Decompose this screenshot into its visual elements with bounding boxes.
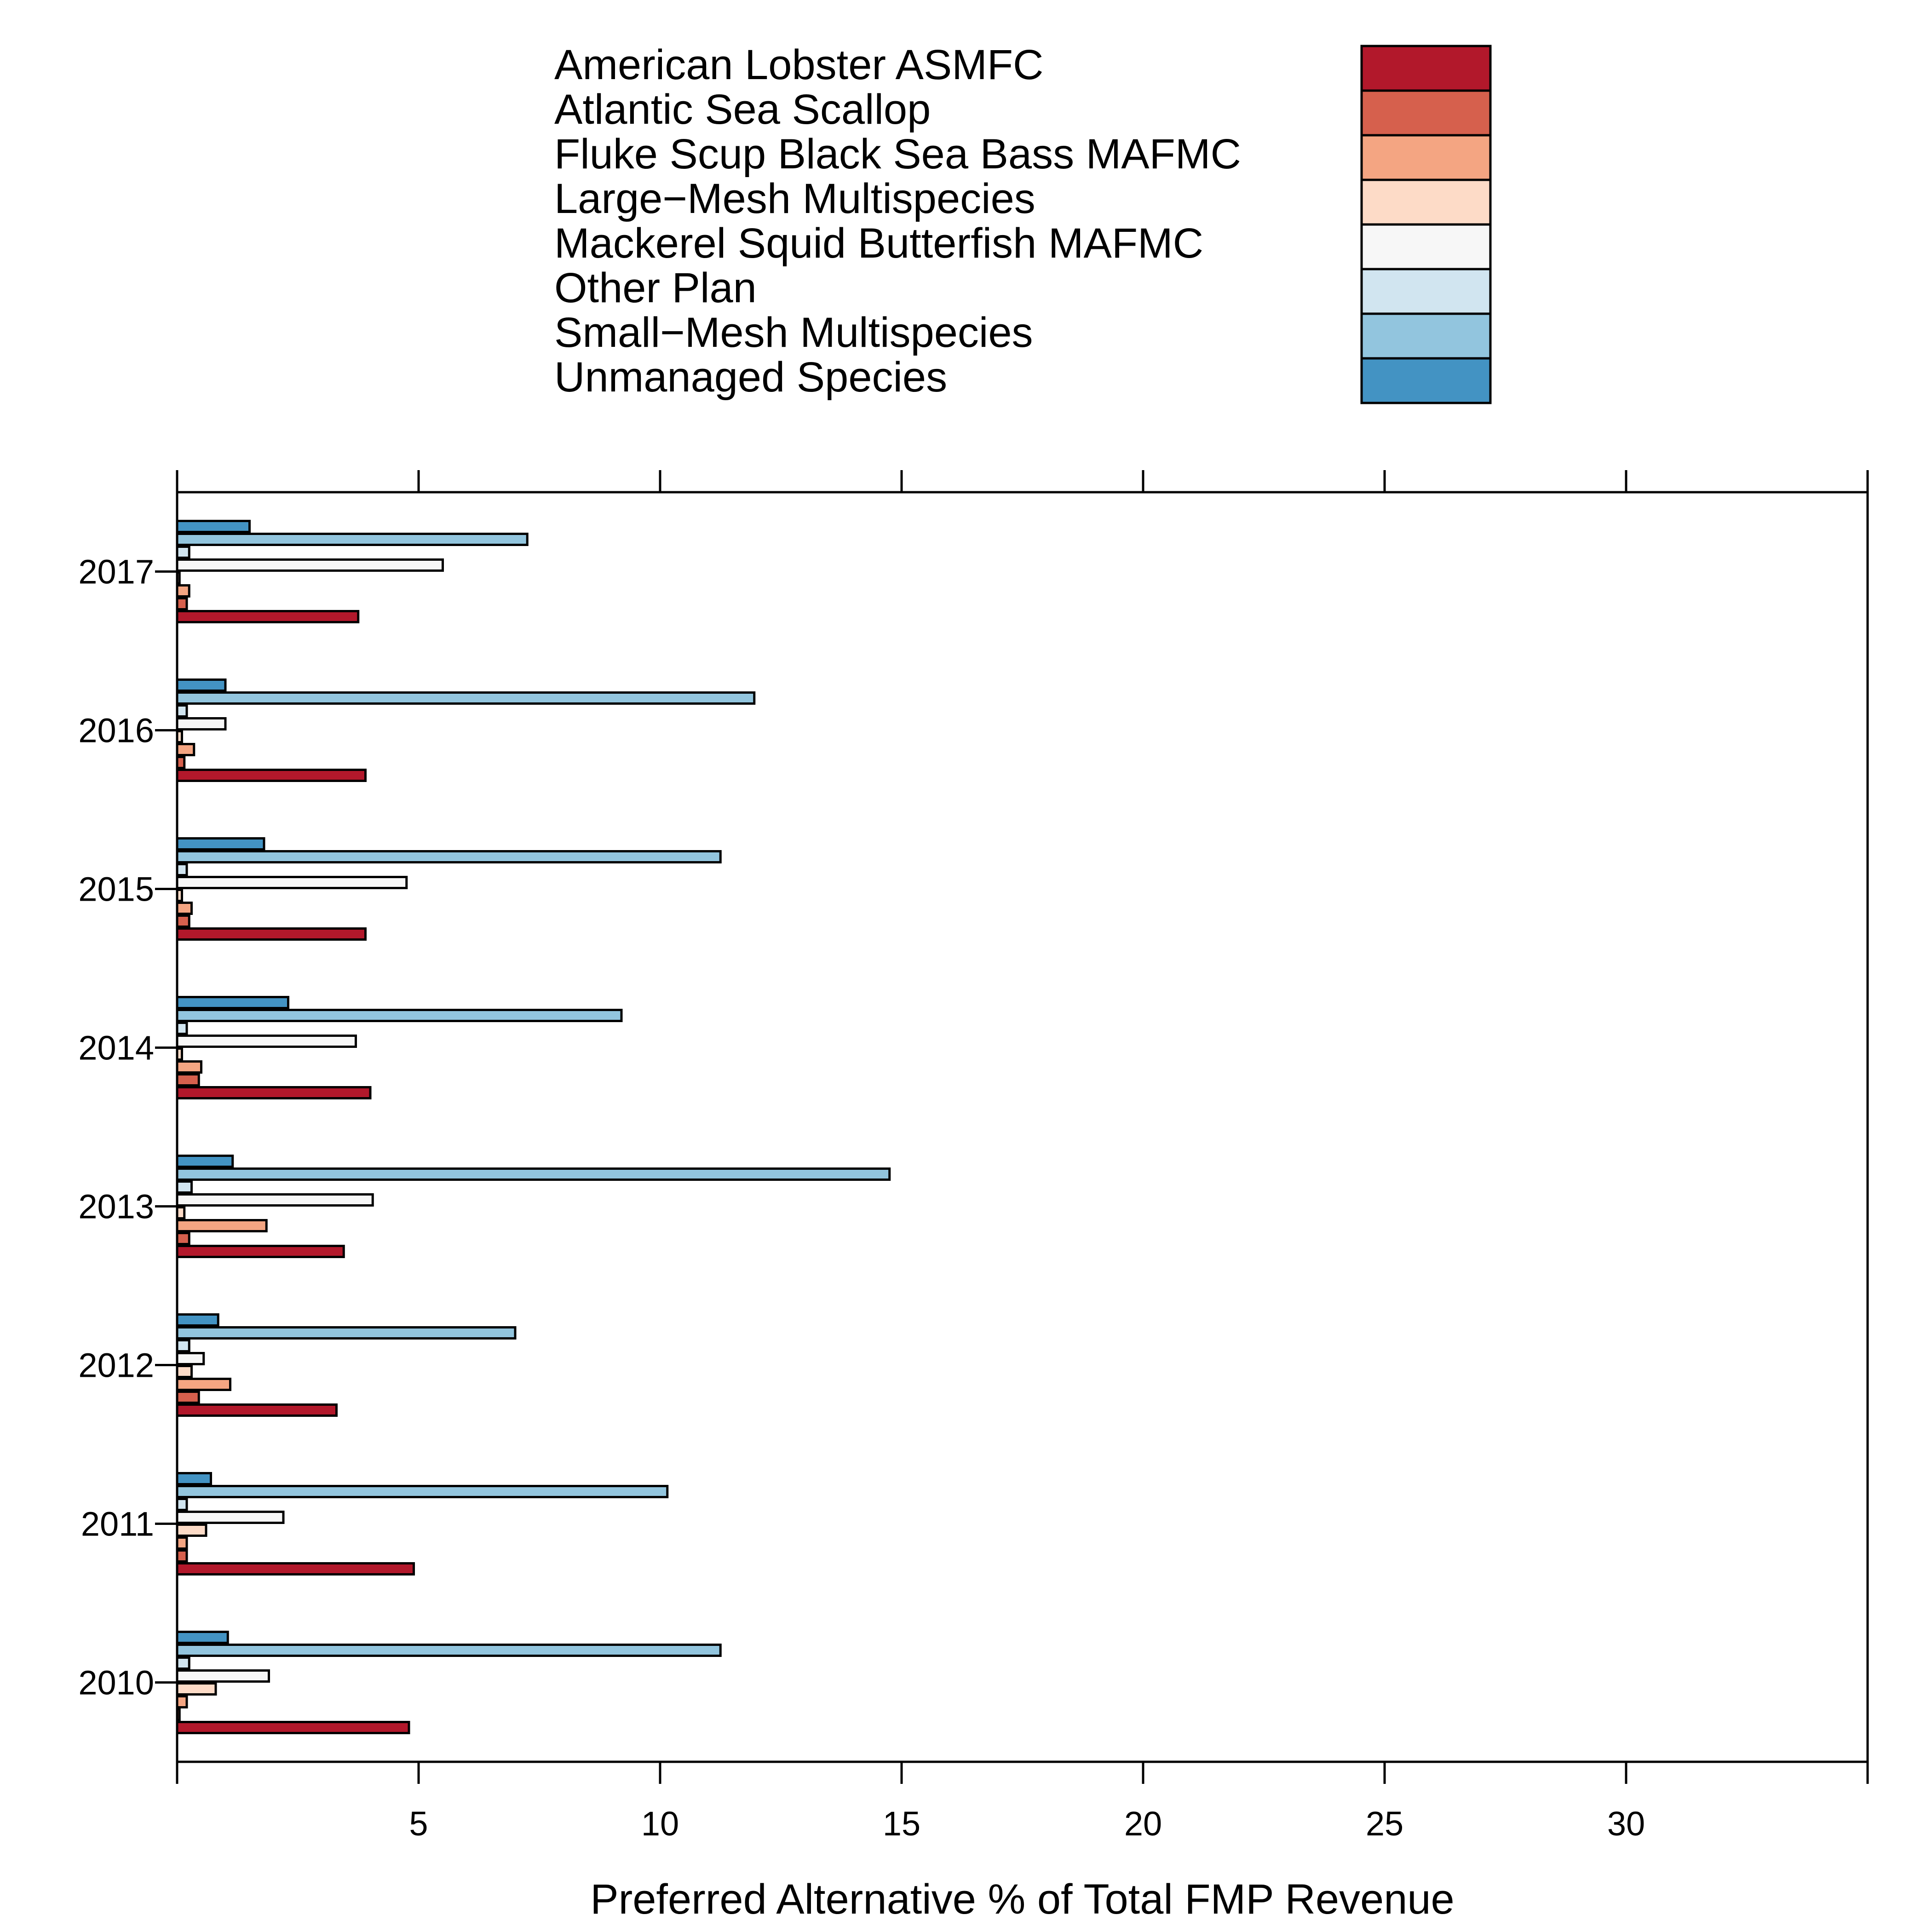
y-tick-label: 2013 [78, 1188, 154, 1226]
y-tick-label: 2012 [78, 1346, 154, 1385]
bar-other-plan-2015 [176, 863, 188, 876]
bar-unmanaged-species-2014 [176, 996, 289, 1009]
x-tick-label: 30 [1607, 1805, 1645, 1843]
bar-other-plan-2014 [176, 1022, 188, 1035]
bar-unmanaged-species-2010 [176, 1631, 229, 1644]
bars [176, 520, 891, 1734]
x-tick-label: 20 [1124, 1805, 1162, 1843]
bar-small-mesh-multispecies-2013 [176, 1167, 891, 1181]
bar-small-mesh-multispecies-2017 [176, 533, 529, 546]
bar-large-mesh-multispecies-2011 [176, 1524, 207, 1537]
bar-mackerel-squid-butterfish-mafmc-2011 [176, 1511, 285, 1524]
bar-small-mesh-multispecies-2014 [176, 1009, 623, 1022]
bar-mackerel-squid-butterfish-mafmc-2010 [176, 1669, 270, 1683]
bar-unmanaged-species-2011 [176, 1472, 212, 1485]
y-tick-label: 2017 [78, 553, 154, 591]
bar-small-mesh-multispecies-2010 [176, 1644, 722, 1657]
x-tick-label: 25 [1366, 1805, 1403, 1843]
bar-american-lobster-asmfc-2013 [176, 1245, 345, 1258]
legend-label-atlantic-sea-scallop: Atlantic Sea Scallop [554, 86, 931, 133]
y-tick-label: 2015 [78, 870, 154, 908]
bar-other-plan-2010 [176, 1656, 190, 1670]
legend-swatch-atlantic-sea-scallop [1360, 89, 1492, 137]
bar-atlantic-sea-scallop-2012 [176, 1391, 200, 1404]
legend-swatch-mackerel-squid-butterfish-mafmc [1360, 223, 1492, 270]
bar-fluke-scup-black-sea-bass-mafmc-2013 [176, 1219, 268, 1232]
bar-other-plan-2017 [176, 546, 190, 559]
bar-fluke-scup-black-sea-bass-mafmc-2014 [176, 1060, 202, 1074]
legend-label-small-mesh-multispecies: Small−Mesh Multispecies [554, 309, 1033, 356]
bar-american-lobster-asmfc-2015 [176, 927, 367, 941]
bar-mackerel-squid-butterfish-mafmc-2013 [176, 1193, 374, 1207]
x-tick-label: 10 [641, 1805, 679, 1843]
bar-unmanaged-species-2016 [176, 678, 227, 692]
bar-fluke-scup-black-sea-bass-mafmc-2016 [176, 743, 196, 756]
legend-swatch-small-mesh-multispecies [1360, 312, 1492, 360]
legend-label-mackerel-squid-butterfish-mafmc: Mackerel Squid Butterfish MAFMC [554, 220, 1203, 267]
legend-swatch-large-mesh-multispecies [1360, 178, 1492, 226]
bar-american-lobster-asmfc-2017 [176, 610, 360, 623]
bar-fluke-scup-black-sea-bass-mafmc-2011 [176, 1536, 188, 1550]
bar-mackerel-squid-butterfish-mafmc-2014 [176, 1035, 357, 1048]
legend-label-other-plan: Other Plan [554, 264, 757, 311]
bar-mackerel-squid-butterfish-mafmc-2012 [176, 1352, 205, 1365]
bar-other-plan-2012 [176, 1339, 190, 1352]
bar-small-mesh-multispecies-2012 [176, 1326, 517, 1340]
bar-large-mesh-multispecies-2012 [176, 1365, 193, 1378]
y-tick-label: 2011 [81, 1505, 154, 1543]
bar-american-lobster-asmfc-2014 [176, 1086, 372, 1099]
bar-fluke-scup-black-sea-bass-mafmc-2017 [176, 584, 190, 598]
bar-other-plan-2011 [176, 1498, 188, 1511]
bar-unmanaged-species-2012 [176, 1313, 219, 1327]
plot-panel [176, 491, 1869, 1763]
bar-american-lobster-asmfc-2016 [176, 769, 367, 782]
bar-large-mesh-multispecies-2010 [176, 1682, 217, 1696]
bar-mackerel-squid-butterfish-mafmc-2015 [176, 876, 408, 889]
legend-swatch-other-plan [1360, 268, 1492, 315]
bar-unmanaged-species-2013 [176, 1155, 234, 1168]
legend-swatch-american-lobster-asmfc [1360, 45, 1492, 92]
bar-mackerel-squid-butterfish-mafmc-2017 [176, 558, 444, 572]
bar-american-lobster-asmfc-2010 [176, 1721, 410, 1734]
bar-atlantic-sea-scallop-2015 [176, 914, 190, 928]
bar-atlantic-sea-scallop-2014 [176, 1073, 200, 1087]
bar-mackerel-squid-butterfish-mafmc-2016 [176, 717, 227, 730]
axes: 5 10 15 20 25 30 2010 2011 2012 2013 2014 2015 2016 2… [78, 470, 1869, 1843]
bar-fluke-scup-black-sea-bass-mafmc-2015 [176, 902, 193, 915]
x-axis-label: Preferred Alternative % of Total FMP Rev… [590, 1876, 1454, 1923]
x-tick-label: 5 [409, 1805, 428, 1843]
y-tick-label: 2010 [78, 1664, 154, 1702]
bar-small-mesh-multispecies-2015 [176, 850, 722, 863]
legend-label-large-mesh-multispecies: Large−Mesh Multispecies [554, 175, 1035, 222]
bar-atlantic-sea-scallop-2011 [176, 1549, 188, 1563]
legend-label-fluke-scup-black-sea-bass-mafmc: Fluke Scup Black Sea Bass MAFMC [554, 131, 1241, 178]
x-tick-label: 15 [883, 1805, 920, 1843]
bar-other-plan-2016 [176, 704, 188, 718]
y-tick-label: 2014 [78, 1029, 154, 1067]
y-tick-label: 2016 [78, 712, 154, 750]
bar-american-lobster-asmfc-2012 [176, 1403, 338, 1417]
legend-swatch-unmanaged-species [1360, 357, 1492, 404]
bar-unmanaged-species-2015 [176, 837, 265, 851]
bar-other-plan-2013 [176, 1180, 193, 1194]
bar-atlantic-sea-scallop-2013 [176, 1232, 190, 1245]
bar-atlantic-sea-scallop-2017 [176, 597, 188, 610]
legend-label-unmanaged-species: Unmanaged Species [554, 354, 947, 401]
bar-american-lobster-asmfc-2011 [176, 1562, 415, 1576]
legend-label-american-lobster-asmfc: American Lobster ASMFC [554, 41, 1043, 88]
bar-unmanaged-species-2017 [176, 520, 251, 533]
bar-small-mesh-multispecies-2016 [176, 691, 756, 705]
bar-fluke-scup-black-sea-bass-mafmc-2012 [176, 1378, 231, 1391]
bar-fluke-scup-black-sea-bass-mafmc-2010 [176, 1695, 188, 1708]
bar-small-mesh-multispecies-2011 [176, 1485, 669, 1498]
legend-swatch-fluke-scup-black-sea-bass-mafmc [1360, 134, 1492, 181]
